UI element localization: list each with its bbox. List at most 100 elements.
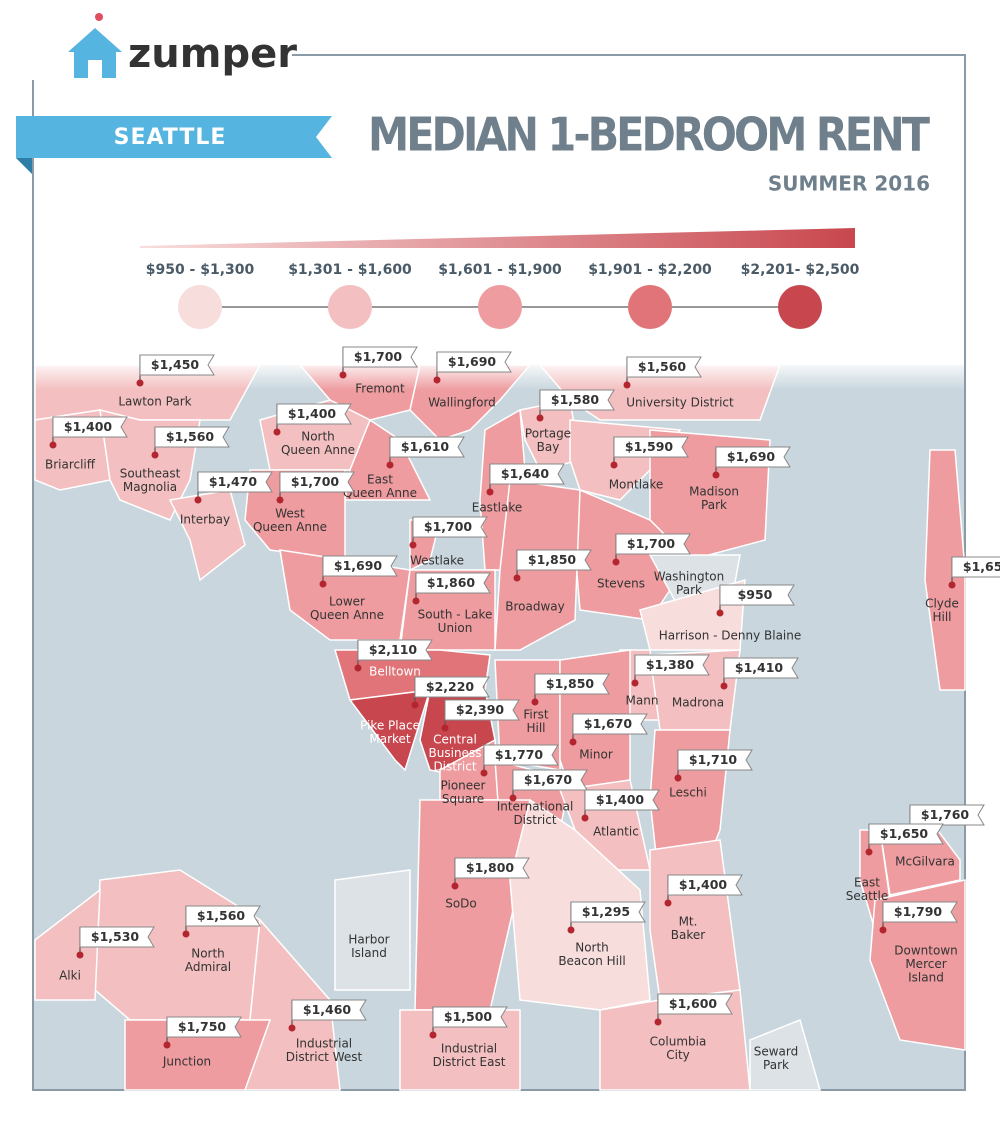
- dot: [412, 597, 420, 605]
- flag: [489, 463, 565, 485]
- logo-icon: [68, 13, 122, 78]
- rent-label: $1,610: [401, 439, 450, 454]
- region-name: Montlake: [609, 478, 664, 492]
- rent-label: $1,600: [669, 996, 718, 1011]
- region-name: City: [666, 1048, 690, 1062]
- region-name: Industrial: [441, 1042, 497, 1056]
- dot: [581, 814, 589, 822]
- flag: [534, 673, 610, 695]
- flag: [52, 416, 128, 438]
- legend-label: $950 - $1,300: [146, 262, 255, 278]
- region-name: Broadway: [505, 600, 564, 614]
- dot: [354, 664, 362, 672]
- region-name: Madrona: [672, 696, 724, 710]
- flag: [389, 436, 465, 458]
- legend-label: $1,601 - $1,900: [438, 262, 562, 278]
- region-name: Portage: [525, 427, 571, 441]
- rent-label: $1,850: [546, 676, 595, 691]
- dot: [163, 1041, 171, 1049]
- region-name: East: [854, 876, 880, 890]
- flag: [185, 905, 261, 927]
- region-name: District: [513, 813, 556, 827]
- dot: [513, 574, 521, 582]
- city: SEATTLE: [114, 125, 227, 150]
- flag: [291, 999, 367, 1021]
- rent-label: $1,580: [551, 392, 600, 407]
- rent-label: $1,690: [334, 558, 383, 573]
- flag: [677, 749, 753, 771]
- region-name: Belltown: [369, 665, 421, 679]
- rent-label: $1,400: [596, 792, 645, 807]
- dot: [441, 724, 449, 732]
- region-name: Central: [433, 733, 477, 747]
- flag: [154, 426, 230, 448]
- region-name: Industrial: [296, 1037, 352, 1051]
- dot: [194, 496, 202, 504]
- flag: [415, 572, 491, 594]
- rent-label: $1,460: [303, 1002, 352, 1017]
- dot: [288, 1024, 296, 1032]
- dot: [480, 769, 488, 777]
- dot: [948, 581, 956, 589]
- dot: [49, 441, 57, 449]
- legend-label: $1,901 - $2,200: [588, 262, 712, 278]
- region-name: First: [523, 708, 549, 722]
- legend-swatch: [778, 285, 822, 329]
- rent-label: $1,530: [91, 929, 140, 944]
- rent-label: $950: [738, 587, 773, 602]
- flag: [279, 471, 355, 493]
- rent-label: $1,700: [627, 536, 676, 551]
- region: [334, 869, 411, 991]
- dot: [631, 679, 639, 687]
- region-name: Business: [429, 746, 482, 760]
- flag: [882, 901, 958, 923]
- region-name: District East: [433, 1055, 506, 1069]
- region-name: North: [191, 947, 225, 961]
- region-name: McGilvara: [895, 855, 955, 869]
- rent-label: $1,560: [197, 908, 246, 923]
- rent-label: $1,790: [894, 904, 943, 919]
- dot: [409, 541, 417, 549]
- region-name: Pike Place: [360, 719, 420, 733]
- region-name: Park: [676, 583, 702, 597]
- region-name: Queen Anne: [310, 608, 384, 622]
- rent-label: $1,700: [354, 349, 403, 364]
- region-name: District West: [286, 1050, 363, 1064]
- region: [599, 989, 751, 1091]
- rent-label: $1,640: [501, 466, 550, 481]
- region-name: Baker: [671, 928, 705, 942]
- flag: [715, 446, 791, 468]
- region-name: Minor: [579, 748, 613, 762]
- region-name: South - Lake: [418, 608, 493, 622]
- region-name: West: [275, 507, 305, 521]
- region-name: Seattle: [846, 889, 888, 903]
- rent-label: $1,670: [524, 772, 573, 787]
- region-name: SoDo: [445, 897, 477, 911]
- brand: zumper: [128, 31, 297, 77]
- rent-label: $1,400: [288, 406, 337, 421]
- dot: [569, 738, 577, 746]
- region-name: Alki: [59, 969, 81, 983]
- flag: [539, 389, 615, 411]
- flag: [667, 874, 743, 896]
- rent-label: $1,760: [921, 807, 970, 822]
- flag: [342, 346, 418, 368]
- dot: [273, 428, 281, 436]
- dot: [509, 794, 517, 802]
- city-ribbon: [16, 116, 332, 174]
- rent-label: $1,650: [880, 826, 929, 841]
- rent-label: $2,110: [369, 642, 418, 657]
- flag: [512, 769, 588, 791]
- region-name: Hill: [932, 610, 951, 624]
- dot: [386, 461, 394, 469]
- rent-label: $1,450: [151, 357, 200, 372]
- legend-swatch: [628, 285, 672, 329]
- region-name: Interbay: [180, 513, 230, 527]
- region-name: Mann: [626, 694, 659, 708]
- region-name: Square: [442, 792, 484, 806]
- region-name: Westlake: [410, 554, 464, 568]
- flag: [414, 676, 490, 698]
- region-name: Park: [763, 1058, 789, 1072]
- dot: [654, 1018, 662, 1026]
